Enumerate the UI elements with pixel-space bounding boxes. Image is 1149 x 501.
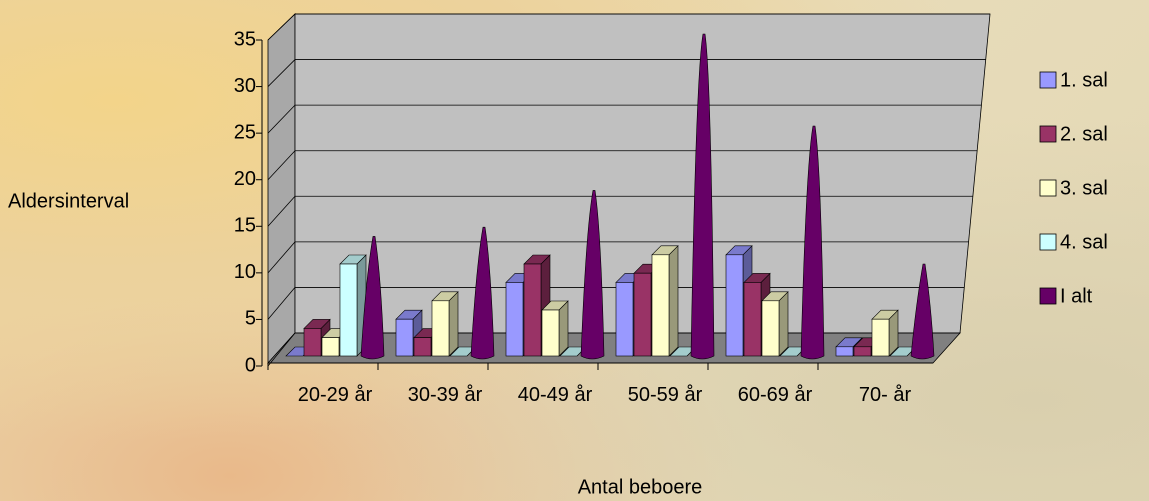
y-tick-label: 35 <box>234 28 256 50</box>
bar <box>506 282 523 356</box>
y-tick-label: 30 <box>234 75 256 97</box>
legend-swatch <box>1040 126 1056 142</box>
bar <box>542 310 559 356</box>
bar <box>726 255 743 356</box>
y-tick-label: 10 <box>234 261 256 283</box>
legend-swatch <box>1040 288 1056 304</box>
bar <box>414 338 431 356</box>
bar <box>744 282 761 356</box>
legend-label: 2. sal <box>1060 123 1108 145</box>
bar-side <box>559 301 568 356</box>
x-tick-label: 70- år <box>847 381 923 410</box>
y-tick-label: 0 <box>245 354 256 376</box>
y-tick-label: 15 <box>234 215 256 237</box>
bar <box>340 264 357 356</box>
x-tick-label: 60-69 år <box>737 381 813 410</box>
bar <box>322 338 339 356</box>
legend-label: I alt <box>1060 285 1093 307</box>
bar <box>652 255 669 356</box>
bar <box>836 347 853 356</box>
x-tick-label: 50-59 år <box>627 381 703 410</box>
legend-label: 1. sal <box>1060 69 1108 91</box>
y-tick-label: 5 <box>245 308 256 330</box>
y-axis-title: Aldersinterval <box>8 190 129 212</box>
chart: Aldersinterval Antal beboere 0 5 10 15 20 25 3… <box>0 0 1149 501</box>
legend-swatch <box>1040 234 1056 250</box>
x-tick-label: 40-49 år <box>517 381 593 410</box>
bar <box>524 264 541 356</box>
legend-label: 3. sal <box>1060 177 1108 199</box>
bar <box>616 282 633 356</box>
legend-swatch <box>1040 72 1056 88</box>
x-axis-title: Antal beboere <box>578 476 703 498</box>
legend-label: 4. sal <box>1060 231 1108 253</box>
x-tick-label: 20-29 år <box>297 381 373 410</box>
bar <box>432 301 449 356</box>
y-tick-label: 20 <box>234 168 256 190</box>
bar <box>634 273 651 356</box>
bar <box>854 347 871 356</box>
bar-side <box>449 292 458 356</box>
bar <box>872 319 889 356</box>
bar <box>762 301 779 356</box>
legend-swatch <box>1040 180 1056 196</box>
bar-side <box>779 292 788 356</box>
bar-side <box>669 246 678 356</box>
x-tick-label: 30-39 år <box>407 381 483 410</box>
page: Aldersinterval Antal beboere 0 5 10 15 20 25 3… <box>0 0 1149 501</box>
side-wall <box>268 14 295 363</box>
bar <box>304 328 321 356</box>
bar <box>396 319 413 356</box>
y-tick-label: 25 <box>234 121 256 143</box>
